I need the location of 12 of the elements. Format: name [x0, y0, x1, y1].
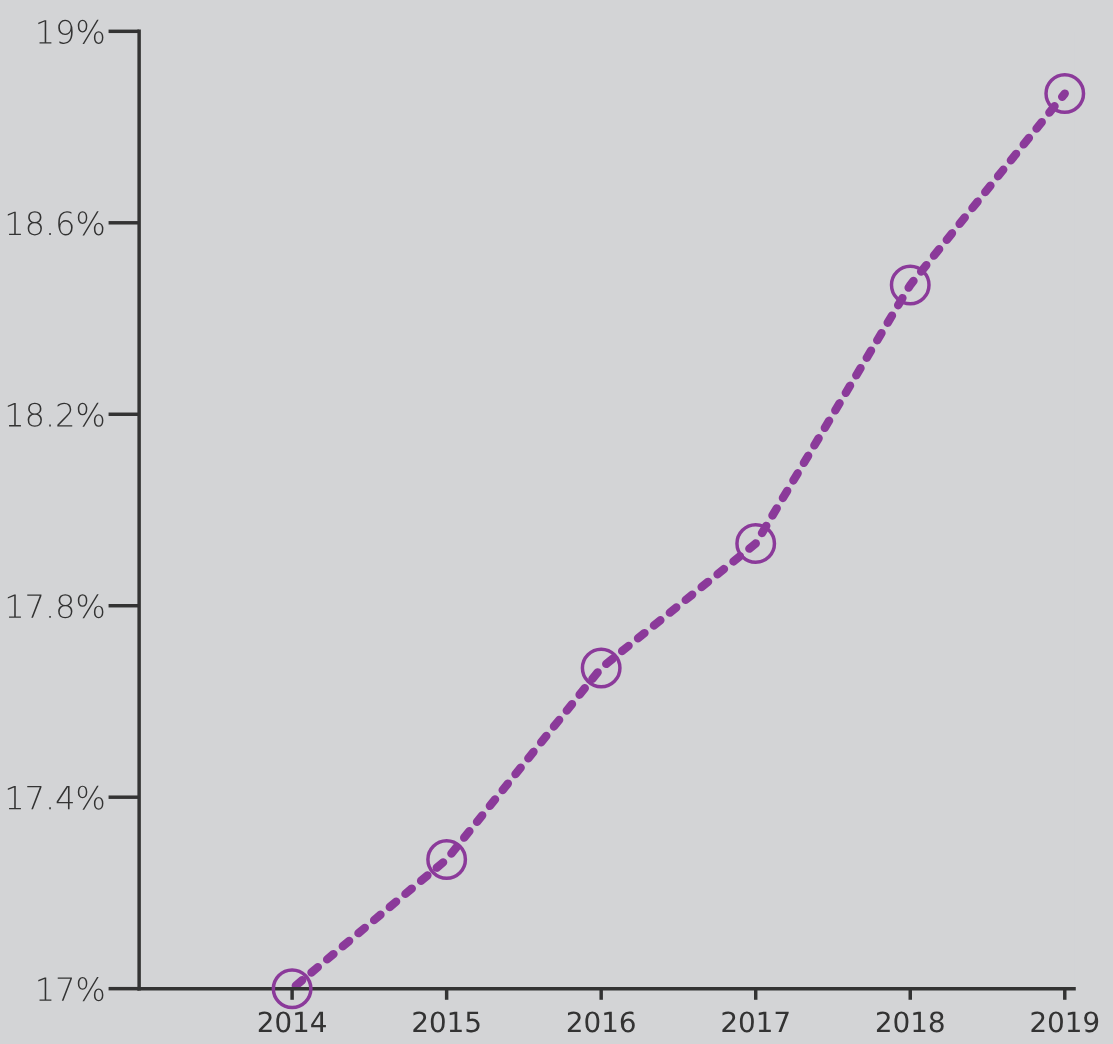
- y-tick-label: 17.4%: [7, 785, 104, 810]
- x-tick-label: 2015: [413, 1011, 480, 1033]
- x-tick-label: 2016: [567, 1011, 635, 1033]
- x-tick-label: 2018: [876, 1011, 944, 1033]
- y-tick-label: 18.6%: [7, 211, 104, 236]
- y-tick-label: 17.8%: [7, 594, 104, 619]
- x-tick-label: 2019: [1031, 1011, 1099, 1033]
- y-tick-label: 17%: [38, 977, 104, 1002]
- y-tick-label: 18.2%: [7, 402, 104, 427]
- y-tick-label: 19%: [38, 19, 104, 44]
- x-tick-label: 2017: [722, 1011, 789, 1033]
- x-tick-label: 2014: [258, 1011, 326, 1033]
